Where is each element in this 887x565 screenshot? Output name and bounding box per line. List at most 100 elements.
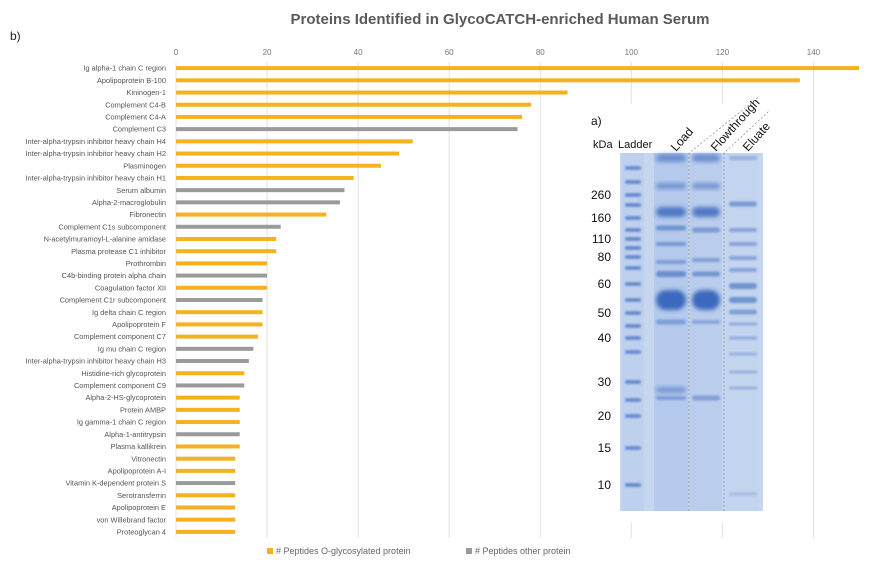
bar [176,236,277,241]
gel-band [625,324,641,328]
legend-swatch-glyco [267,548,273,554]
bar [176,359,249,364]
gel-band [625,193,641,197]
gel-band [692,271,720,277]
gel-band [625,298,641,302]
category-label: Complement C4-A [105,113,166,122]
gel-band [625,266,641,270]
gel-marker-label: 50 [598,306,612,320]
gel-band [692,258,720,262]
bar [176,90,568,95]
legend-label-other: # Peptides other protein [475,546,571,556]
category-label: Plasma kallikrein [111,442,166,451]
bar [176,371,245,376]
gel-band [625,228,641,232]
gel-band [656,183,686,189]
bar [176,298,263,302]
panel-label-b: b) [10,29,21,43]
gel-band [692,395,720,401]
gel-band [656,260,686,264]
gel-band [729,201,757,207]
category-labels: Ig alpha-1 chain C region Apolipoprotein … [26,64,167,537]
category-label: Ig alpha-1 chain C region [83,64,166,73]
gel-band [625,311,641,315]
category-label: Complement component C7 [74,332,166,341]
gel-marker-label: 60 [598,277,612,291]
bar [176,212,327,217]
bar [176,139,413,144]
gel-marker-label: 20 [598,409,612,423]
x-tick-label: 100 [625,48,639,57]
bar [176,151,400,156]
gel-band [625,483,641,487]
category-label: Apolipoprotein E [112,503,166,512]
gel-band [625,255,641,259]
gel-ladder-label: Ladder [618,139,653,151]
category-label: Plasma protease C1 inhibitor [71,247,166,256]
category-label: Alpha-2-macroglobulin [92,198,166,207]
category-label: Complement C1s subcomponent [58,222,166,231]
bar [176,322,263,327]
x-tick-label: 60 [445,48,454,57]
gel-band [656,271,686,277]
category-label: Ig gamma-1 chain C region [77,418,166,427]
gel-kda-label: kDa [593,139,613,151]
bar [176,188,345,193]
bar [176,383,245,388]
category-label: Complement C1r subcomponent [60,296,166,305]
gel-band [625,203,641,207]
bar [176,102,532,107]
gel-band [625,216,641,220]
gel-marker-label: 40 [598,331,612,345]
gel-marker-label: 30 [598,375,612,389]
category-label: Inter-alpha-trypsin inhibitor heavy chai… [26,137,167,146]
panel-label-a: a) [591,114,602,128]
gel-marker-label: 110 [592,232,611,246]
category-label: Complement C4-B [105,100,166,109]
bar [176,481,236,486]
bar [176,310,263,315]
gel-band [656,207,686,217]
category-label: Fibronectin [129,210,166,219]
gel-marker-labels: 260 160 110 80 60 50 40 30 20 15 10 [591,188,611,492]
category-label: Histidine-rich glycoprotein [81,369,166,378]
category-label: Alpha-2-HS-glycoprotein [85,393,166,402]
bar [176,420,240,425]
category-label: Coagulation factor XII [95,283,166,292]
gel-band [729,228,757,232]
gel-band [729,156,757,160]
gel-band [656,154,686,162]
gel-band [729,268,757,272]
category-label: von Willebrand factor [97,515,167,524]
gel-band [625,380,641,384]
legend-label-glyco: # Peptides O-glycosylated protein [276,546,411,556]
category-label: Ig mu chain C region [98,344,166,353]
gel-band [625,414,641,418]
gel-band [625,246,641,250]
gel-band [692,154,720,162]
bar [176,334,258,339]
bar [176,395,240,400]
category-label: Serotransferrin [117,491,166,500]
gel-band [656,387,686,393]
bar [176,163,381,168]
category-label: Proteoglycan 4 [117,527,166,536]
category-label: Complement component C9 [74,381,166,390]
category-label: Vitamin K-dependent protein S [65,479,166,488]
gel-lane-divider-2 [722,109,771,155]
gel-lane-load [654,153,688,511]
gel-band [656,396,686,400]
category-label: Plasminogen [123,161,166,170]
bar [176,200,340,205]
gel-bands [625,154,757,496]
gel-band [656,319,686,325]
category-label: Protein AMBP [120,405,166,414]
gel-band [625,398,641,402]
bar [176,175,354,180]
x-tick-label: 20 [263,48,272,57]
gel-band [692,207,720,217]
bar [176,261,268,266]
bar [176,127,518,132]
bar [176,456,236,461]
